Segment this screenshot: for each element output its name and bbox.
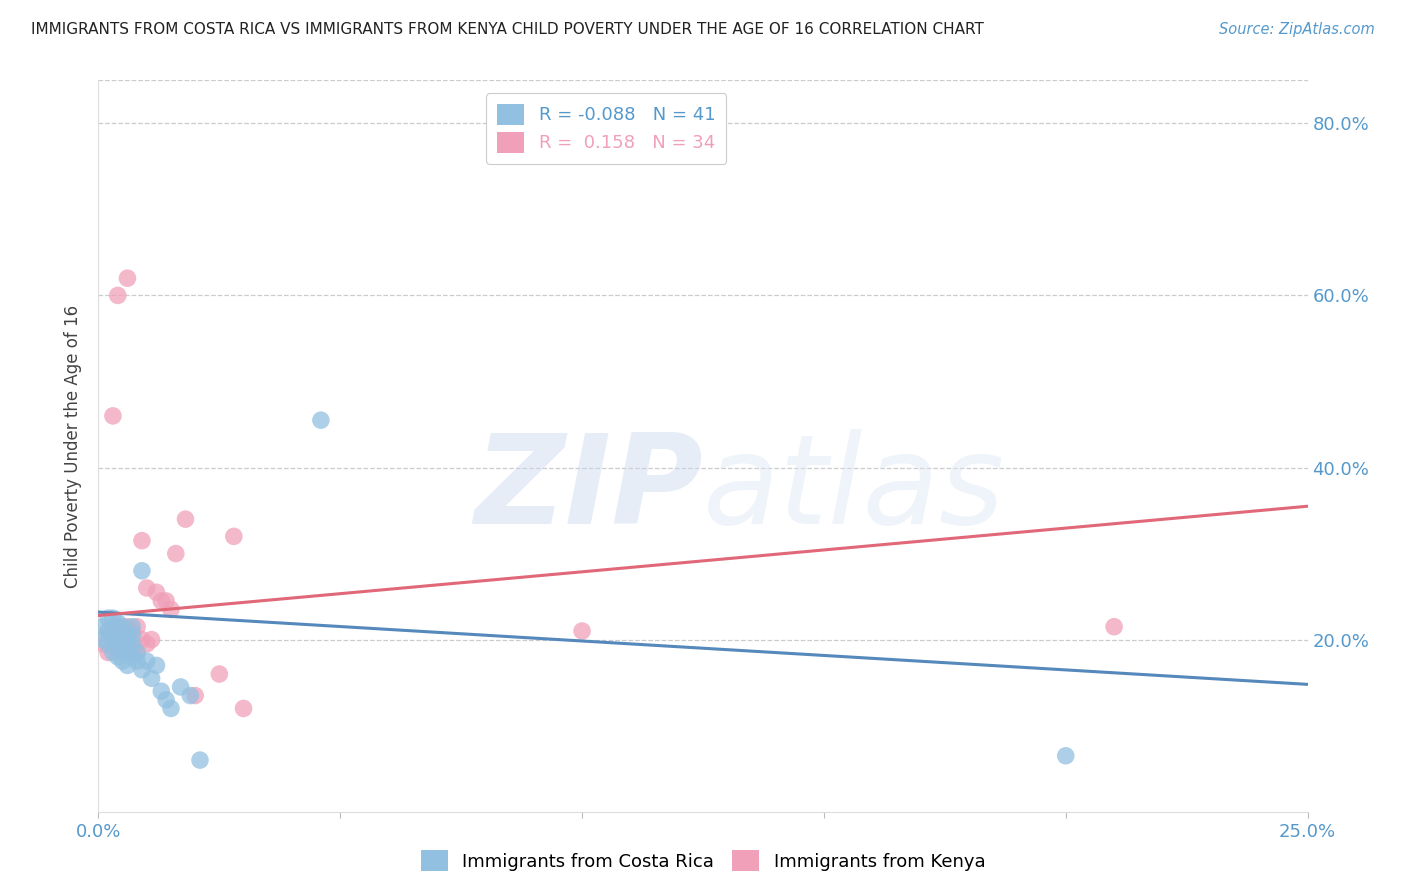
Point	[97, 624, 120, 638]
Point	[107, 624, 129, 638]
Point	[117, 271, 139, 285]
Point	[101, 646, 124, 660]
Point	[101, 632, 124, 647]
Point	[121, 620, 143, 634]
Text: atlas: atlas	[703, 429, 1005, 550]
Point	[135, 581, 157, 595]
Point	[131, 632, 153, 647]
Point	[111, 632, 134, 647]
Point	[117, 658, 139, 673]
Point	[121, 624, 143, 638]
Point	[150, 594, 173, 608]
Point	[184, 689, 207, 703]
Y-axis label: Child Poverty Under the Age of 16: Child Poverty Under the Age of 16	[65, 304, 83, 588]
Point	[188, 753, 211, 767]
Legend: Immigrants from Costa Rica, Immigrants from Kenya: Immigrants from Costa Rica, Immigrants f…	[413, 843, 993, 879]
Point	[141, 671, 163, 685]
Point	[91, 637, 114, 651]
Point	[91, 620, 114, 634]
Point	[222, 529, 245, 543]
Point	[155, 693, 177, 707]
Point	[111, 628, 134, 642]
Point	[117, 637, 139, 651]
Point	[111, 620, 134, 634]
Point	[150, 684, 173, 698]
Point	[117, 620, 139, 634]
Point	[117, 628, 139, 642]
Point	[131, 533, 153, 548]
Point	[101, 632, 124, 647]
Point	[208, 667, 231, 681]
Point	[169, 680, 191, 694]
Point	[97, 646, 120, 660]
Point	[1054, 748, 1077, 763]
Point	[165, 547, 187, 561]
Point	[121, 628, 143, 642]
Point	[107, 641, 129, 656]
Text: Source: ZipAtlas.com: Source: ZipAtlas.com	[1219, 22, 1375, 37]
Point	[107, 637, 129, 651]
Point	[107, 649, 129, 664]
Point	[141, 632, 163, 647]
Point	[107, 615, 129, 630]
Point	[309, 413, 332, 427]
Point	[101, 620, 124, 634]
Point	[135, 654, 157, 668]
Text: ZIP: ZIP	[474, 429, 703, 550]
Point	[571, 624, 593, 638]
Point	[111, 646, 134, 660]
Point	[155, 594, 177, 608]
Text: IMMIGRANTS FROM COSTA RICA VS IMMIGRANTS FROM KENYA CHILD POVERTY UNDER THE AGE : IMMIGRANTS FROM COSTA RICA VS IMMIGRANTS…	[31, 22, 984, 37]
Legend: R = -0.088   N = 41, R =  0.158   N = 34: R = -0.088 N = 41, R = 0.158 N = 34	[486, 93, 725, 163]
Point	[127, 620, 149, 634]
Point	[174, 512, 197, 526]
Point	[1102, 620, 1125, 634]
Point	[111, 654, 134, 668]
Point	[97, 611, 120, 625]
Point	[160, 602, 183, 616]
Point	[127, 646, 149, 660]
Point	[121, 646, 143, 660]
Point	[145, 658, 167, 673]
Point	[97, 624, 120, 638]
Point	[127, 646, 149, 660]
Point	[101, 409, 124, 423]
Point	[121, 637, 143, 651]
Point	[135, 637, 157, 651]
Point	[117, 646, 139, 660]
Point	[131, 564, 153, 578]
Point	[117, 632, 139, 647]
Point	[107, 288, 129, 302]
Point	[131, 663, 153, 677]
Point	[160, 701, 183, 715]
Point	[127, 654, 149, 668]
Point	[107, 632, 129, 647]
Point	[101, 611, 124, 625]
Point	[232, 701, 254, 715]
Point	[145, 585, 167, 599]
Point	[91, 632, 114, 647]
Point	[179, 689, 201, 703]
Point	[97, 637, 120, 651]
Point	[111, 641, 134, 656]
Point	[121, 649, 143, 664]
Point	[107, 620, 129, 634]
